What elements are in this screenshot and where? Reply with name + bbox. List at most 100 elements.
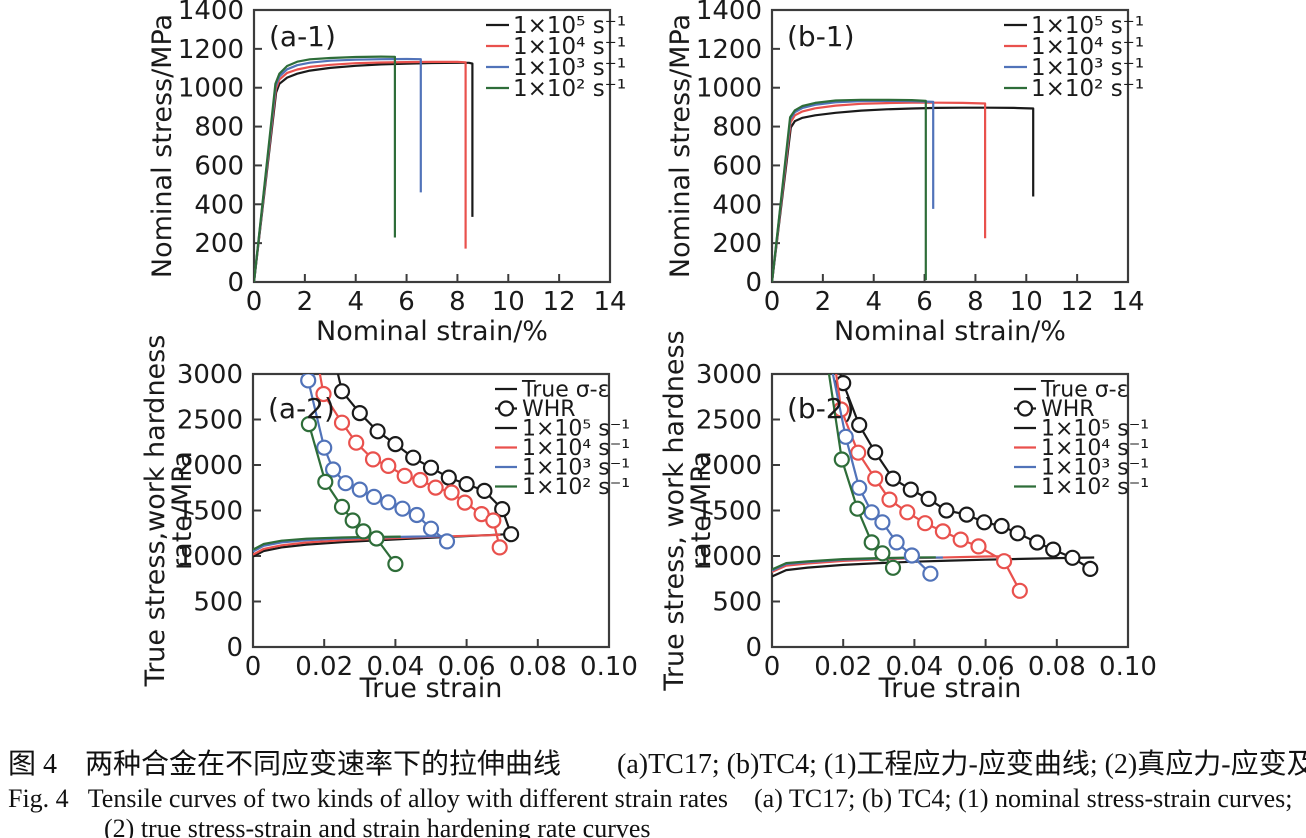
y-tick-label: 1500 [177, 497, 243, 527]
marker-a-2-whr-1e5 [494, 501, 511, 518]
y-tick-label: 600 [194, 151, 244, 181]
marker-a-2-whr-1e3 [337, 475, 354, 492]
panel-b-2: 0 0.02 0.04 0.06 0.08 0.10 0 500 1000 1500 2000 250… [659, 330, 1157, 704]
marker-a-2-whr-1e4 [456, 494, 473, 511]
marker-b-2-whr-1e5 [851, 416, 868, 434]
marker-a-2-whr-1e3 [394, 500, 411, 517]
marker-a-2-whr-1e5 [333, 383, 351, 400]
series-group-b-2 [772, 374, 1099, 599]
legend-marker [497, 400, 515, 417]
y-tick-label: 1200 [178, 35, 244, 65]
marker-b-2-whr-1e5 [958, 506, 975, 523]
marker-a-2-whr-1e5 [351, 405, 368, 422]
x-axis-label-a-2: True strain [359, 673, 503, 704]
x-tick-label: 6 [398, 287, 415, 317]
marker-b-2-whr-1e5 [993, 517, 1010, 535]
marker-a-2-whr-1e5 [387, 436, 404, 453]
marker-b-2-whr-1e3 [903, 547, 921, 564]
legend-label: WHR [522, 397, 576, 422]
y-tick-label: 1000 [696, 542, 762, 572]
marker-a-2-whr-1e3 [365, 488, 383, 505]
x-tick-label: 2 [815, 287, 832, 317]
x-axis-label-a-1: Nominal strain/% [316, 316, 548, 347]
marker-b-2-whr-1e2 [884, 559, 902, 576]
marker-a-2-whr-1e2 [355, 523, 372, 540]
marker-b-2-whr-1e5 [884, 470, 902, 487]
y-tick-label: 0 [745, 633, 762, 663]
marker-a-2-whr-1e4 [333, 414, 351, 431]
marker-b-2-whr-1e4 [881, 491, 898, 508]
marker-a-2-whr-1e2 [300, 416, 317, 433]
panel-a-2: 0 0.02 0.04 0.06 0.08 0.10 0 500 1000 1500 2000 250… [140, 335, 638, 704]
y-tick-label: 0 [227, 268, 244, 298]
y-axis-label-b-2-line1: True stress, work hardness [659, 330, 690, 691]
marker-b-2-whr-1e4 [952, 531, 969, 548]
marker-a-2-whr-1e4 [491, 539, 508, 556]
legend-a-1: 1×10⁵ s⁻¹1×10⁴ s⁻¹1×10³ s⁻¹1×10² s⁻¹ [486, 13, 626, 102]
marker-b-2-whr-1e3 [863, 504, 880, 521]
panel-a-1: 0 2 4 6 8 10 12 140200400600800100012001400Nomi… [147, 0, 627, 347]
series-group-a-2 [253, 374, 520, 573]
y-tick-label: 200 [712, 229, 762, 259]
marker-b-2-whr-1e5 [1009, 525, 1026, 542]
marker-a-2-whr-1e5 [369, 423, 386, 440]
marker-a-2-whr-1e4 [485, 512, 502, 529]
y-tick-label: 0 [745, 268, 762, 298]
marker-b-2-whr-1e3 [851, 479, 868, 496]
marker-b-2-whr-1e4 [1011, 582, 1028, 599]
legend-label: 1×10² s⁻¹ [513, 76, 626, 102]
x-tick-label: 0.04 [366, 652, 424, 682]
panel-label-a-1: (a-1) [269, 20, 336, 53]
marker-a-2-whr-1e3 [380, 494, 397, 511]
plot-frame-b-1 [770, 8, 1130, 284]
x-axis-label-b-1: Nominal strain/% [834, 316, 1066, 347]
x-tick-label: 4 [865, 287, 882, 317]
legend-label: True σ-ε [1040, 378, 1129, 403]
y-tick-label: 2500 [177, 406, 243, 436]
marker-a-2-whr-1e5 [422, 459, 440, 476]
marker-b-2-whr-1e3 [922, 565, 939, 582]
marker-a-2-whr-1e2 [333, 498, 351, 515]
marker-a-2-whr-1e3 [438, 533, 456, 550]
marker-a-2-whr-1e2 [368, 530, 385, 547]
marker-b-2-whr-1e5 [976, 514, 993, 531]
series-group-b-1 [772, 98, 1035, 282]
y-tick-label: 2000 [177, 451, 243, 481]
x-tick-label: 0.08 [509, 652, 567, 682]
caption-english-line1: Fig. 4 Tensile curves of two kinds of al… [8, 784, 1293, 813]
y-tick-label: 1000 [178, 74, 244, 104]
x-tick-label: 0.02 [814, 652, 872, 682]
marker-b-2-whr-1e2 [874, 545, 891, 562]
marker-a-2-whr-1e5 [476, 482, 493, 499]
series-b-1-1e4 [772, 101, 987, 282]
x-tick-label: 8 [449, 287, 466, 317]
y-tick-label: 2500 [696, 406, 762, 436]
x-tick-label: 10 [1010, 287, 1043, 317]
series-a-2-true-1e4 [253, 533, 501, 556]
axes-a-1: 0 2 4 6 8 10 12 140200400600800100012001400Nomi… [147, 0, 627, 347]
y-axis-label-b-1-line1: Nominal stress/MPa [665, 14, 696, 278]
series-a-1-1e2 [254, 55, 396, 282]
legend-marker [1016, 400, 1034, 417]
y-tick-label: 2000 [696, 451, 762, 481]
marker-b-2-whr-1e4 [934, 523, 952, 540]
series-a-1-1e5 [254, 61, 474, 282]
x-tick-label: 14 [593, 287, 626, 317]
y-tick-label: 0 [226, 633, 243, 663]
marker-b-2-whr-1e5 [1064, 549, 1081, 566]
y-tick-label: 3000 [177, 360, 243, 390]
x-axis-label-b-2: True strain [878, 673, 1022, 704]
caption-chinese: 图 4 两种合金在不同应变速率下的拉伸曲线 (a)TC17; (b)TC4; (… [8, 749, 1306, 780]
y-tick-label: 400 [712, 190, 762, 220]
series-a-2-true-1e3 [253, 535, 448, 553]
y-tick-label: 3000 [696, 360, 762, 390]
marker-b-2-whr-1e5 [902, 481, 919, 498]
x-tick-label: 0.10 [1099, 652, 1157, 682]
marker-a-2-whr-1e5 [405, 449, 422, 466]
legend-label: 1×10² s⁻¹ [1031, 76, 1144, 102]
legend-label: 1×10² s⁻¹ [1041, 475, 1149, 500]
legend-label: 1×10³ s⁻¹ [1031, 55, 1144, 81]
marker-b-2-whr-1e4 [850, 444, 867, 461]
y-tick-label: 1000 [177, 542, 243, 572]
marker-a-2-whr-1e3 [316, 439, 333, 456]
